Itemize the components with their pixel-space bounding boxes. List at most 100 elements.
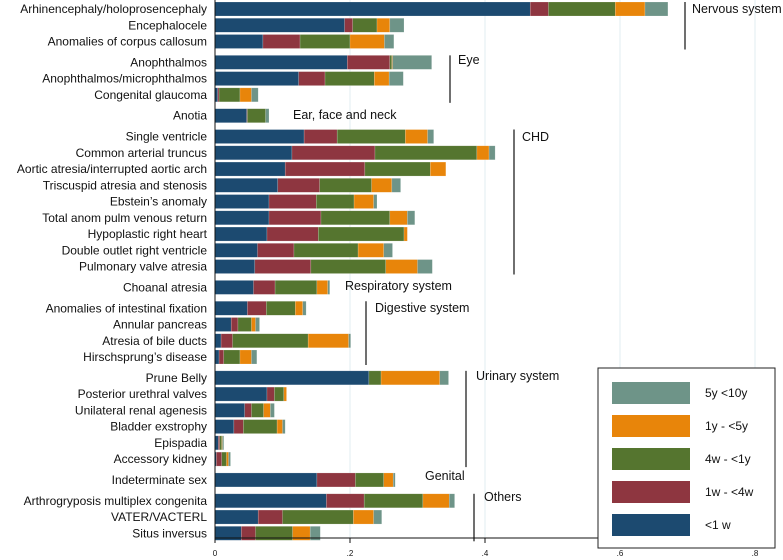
bar-segment — [214, 108, 247, 123]
bar-segment — [214, 280, 254, 295]
group-label: Others — [484, 490, 522, 504]
bar-segment — [309, 526, 321, 541]
bar-segment — [318, 226, 405, 242]
bar-row — [214, 259, 433, 274]
bar-row — [214, 210, 416, 226]
bar-segment — [233, 419, 244, 434]
category-label: Triscuspid atresia and stenosis — [43, 178, 207, 192]
category-label: Accessory kidney — [114, 452, 207, 466]
bar-segment — [214, 210, 270, 226]
bar-segment — [310, 259, 387, 274]
x-tick-label: .6 — [617, 549, 624, 558]
bar-segment — [295, 301, 304, 316]
bar-segment — [277, 178, 320, 193]
bar-segment — [268, 210, 322, 226]
category-label: Arhinencephaly/holoprosencephaly — [20, 2, 207, 16]
category-label: Anophthalmos — [130, 55, 207, 69]
bar-segment — [293, 243, 359, 258]
bar-row — [214, 493, 455, 509]
bar-segment — [385, 259, 418, 274]
bar-row — [214, 451, 231, 467]
bar-row — [214, 333, 351, 348]
bar-segment — [218, 349, 225, 365]
bar-segment — [320, 210, 391, 226]
group-label: Genital — [425, 469, 465, 483]
bar-segment — [389, 55, 393, 70]
x-tick-label: .4 — [482, 549, 489, 558]
bar-segment — [319, 178, 372, 193]
category-label: Anomalies of corpus callosum — [48, 35, 207, 49]
bar-segment — [214, 259, 256, 274]
category-label: Hypoplastic right heart — [88, 227, 208, 241]
legend-label: 1w - <4w — [705, 485, 754, 499]
bar-segment — [251, 87, 259, 103]
bar-row — [214, 301, 307, 316]
bar-segment — [344, 18, 353, 33]
bar-segment — [214, 435, 219, 451]
bar-segment — [548, 1, 616, 17]
category-label: Common arterial truncus — [76, 146, 207, 160]
bar-segment — [422, 493, 450, 509]
bar-segment — [214, 1, 531, 17]
bar-row — [214, 349, 258, 365]
bar-segment — [282, 509, 354, 525]
bar-row — [214, 108, 270, 123]
bar-segment — [430, 161, 447, 177]
category-label: Congenital glaucoma — [94, 88, 207, 102]
bar-segment — [262, 34, 301, 49]
bar-segment — [488, 145, 496, 161]
bar-segment — [291, 145, 376, 161]
bar-segment — [232, 333, 309, 348]
bar-segment — [257, 243, 295, 258]
bar-segment — [214, 333, 222, 348]
category-label: Ebstein’s anomaly — [110, 195, 207, 209]
bar-row — [214, 55, 432, 70]
bar-row — [214, 526, 321, 541]
bar-segment — [615, 1, 646, 17]
bar-segment — [214, 161, 286, 177]
bar-segment — [392, 55, 432, 70]
bar-segment — [214, 243, 258, 258]
legend-label: <1 w — [705, 518, 731, 532]
bar-segment — [214, 472, 318, 488]
category-label: Indeterminate sex — [112, 473, 207, 487]
category-label: Anophthalmos/microphthalmos — [42, 72, 207, 86]
bar-segment — [247, 301, 267, 316]
bar-segment — [268, 194, 317, 209]
bar-row — [214, 472, 396, 488]
bar-segment — [392, 472, 396, 488]
bar-segment — [364, 161, 431, 177]
bar-row — [214, 1, 669, 17]
x-tick-label: 0 — [213, 549, 218, 558]
category-labels: Arhinencephaly/holoprosencephaly Encephal… — [17, 2, 208, 540]
bar-segment — [228, 451, 231, 467]
bar-segment — [353, 194, 374, 209]
bar-segment — [427, 129, 434, 144]
bar-row — [214, 34, 395, 49]
bar-segment — [476, 145, 490, 161]
bar-segment — [219, 435, 223, 451]
legend: 5y <10y 1y - <5y 4w - <1y 1w - <4w <1 w — [597, 367, 776, 549]
bar-segment — [251, 349, 258, 365]
category-label: Unilateral renal agenesis — [75, 403, 207, 417]
category-label: Prune Belly — [146, 371, 207, 385]
bar-segment — [371, 178, 393, 193]
group-label: Respiratory system — [345, 279, 452, 293]
bar-row — [214, 509, 382, 525]
bar-row — [214, 18, 405, 33]
bar-segment — [220, 333, 233, 348]
category-label: Epispadia — [154, 436, 207, 450]
bar-segment — [274, 386, 285, 402]
category-label: Double outlet right ventricle — [62, 243, 208, 257]
category-label: VATER/VACTERL — [111, 510, 207, 524]
bar-segment — [403, 226, 408, 242]
bar-segment — [380, 370, 441, 386]
bar-segment — [270, 403, 275, 418]
legend-label: 1y - <5y — [705, 419, 748, 433]
legend-swatch — [612, 514, 690, 536]
bar-segment — [214, 419, 235, 434]
bar-segment — [347, 55, 391, 70]
bar-segment — [373, 194, 378, 209]
bar-row — [214, 145, 496, 161]
bar-segment — [266, 386, 275, 402]
